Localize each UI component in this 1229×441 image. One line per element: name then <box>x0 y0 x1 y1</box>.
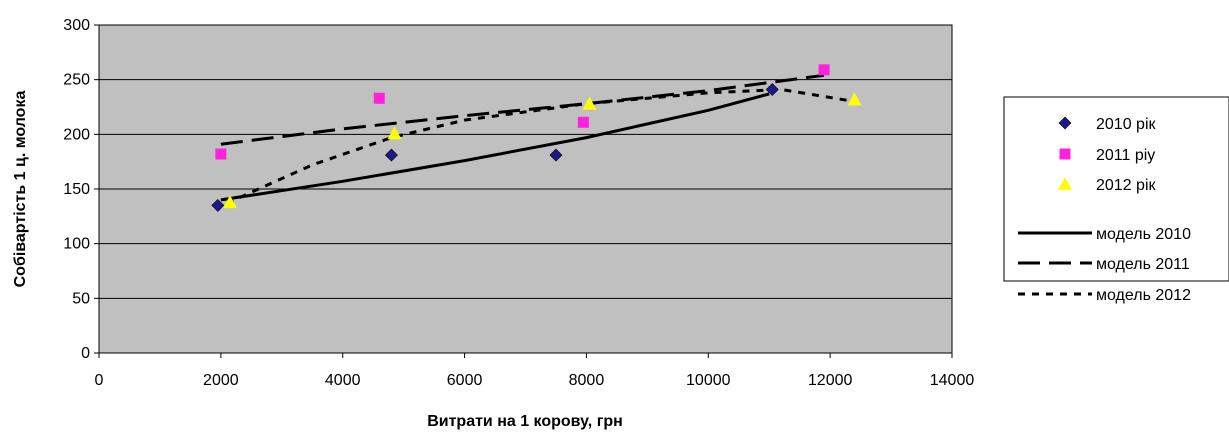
y-tick-label: 50 <box>72 290 90 307</box>
series-layer <box>211 64 862 212</box>
y-tick-label: 200 <box>63 126 90 143</box>
x-tick-label: 14000 <box>930 372 975 389</box>
x-tick-label: 8000 <box>569 372 605 389</box>
legend: 2010 рік 2011 ріу 2012 рік модель 2010 модел… <box>1018 116 1191 304</box>
legend-label-2012-рік: 2012 рік <box>1096 177 1156 194</box>
y-tick-label: 250 <box>63 72 90 89</box>
x-tick-label: 4000 <box>325 372 361 389</box>
legend-label-модель-2012: модель 2012 <box>1096 287 1191 304</box>
legend-label-2011-ріу: 2011 ріу <box>1096 147 1155 164</box>
y-tick-label: 150 <box>63 181 90 198</box>
legend-marker-2010-рік <box>1058 116 1072 130</box>
legend-marker-2011-ріу <box>1059 148 1071 160</box>
data-point-2012-рік <box>847 92 862 106</box>
data-point-2011-ріу <box>577 116 589 128</box>
x-axis-title: Витрати на 1 корову, грн <box>427 413 623 430</box>
y-tick-label: 300 <box>63 17 90 34</box>
data-point-2010-рік <box>765 83 779 96</box>
data-point-2011-ріу <box>818 64 830 76</box>
data-point-2010-рік <box>549 148 563 162</box>
y-axis-title: Собівартість 1 ц. молока <box>12 91 29 288</box>
data-point-2011-ріу <box>215 148 227 160</box>
data-point-2012-рік <box>222 195 237 209</box>
series-line-модель-2011 <box>220 73 825 146</box>
grid-lines <box>99 79 952 299</box>
legend-box <box>1003 96 1229 282</box>
legend-label-модель-2011: модель 2011 <box>1096 256 1190 273</box>
series-line-модель-2010 <box>220 92 770 202</box>
x-tick-label: 6000 <box>447 372 483 389</box>
y-tick-label: 0 <box>81 345 90 362</box>
legend-label-2010-рік: 2010 рік <box>1096 116 1156 133</box>
data-point-2012-рік <box>387 126 402 140</box>
x-tick-label: 12000 <box>808 372 853 389</box>
legend-marker-2012-рік <box>1058 177 1072 190</box>
legend-label-модель-2010: модель 2010 <box>1096 226 1191 243</box>
x-tick-label: 0 <box>95 372 104 389</box>
data-point-2010-рік <box>211 198 225 212</box>
x-tick-label: 2000 <box>203 372 239 389</box>
data-point-2010-рік <box>385 148 398 162</box>
series-line-модель-2012 <box>226 87 855 205</box>
x-tick-label: 10000 <box>686 372 731 389</box>
data-point-2012-рік <box>582 96 597 110</box>
y-tick-label: 100 <box>63 236 90 253</box>
axes: 0 50 100 150 200 250 300 0 2000 4000 6000 8000 10000… <box>63 17 974 389</box>
data-point-2011-ріу <box>373 92 385 104</box>
